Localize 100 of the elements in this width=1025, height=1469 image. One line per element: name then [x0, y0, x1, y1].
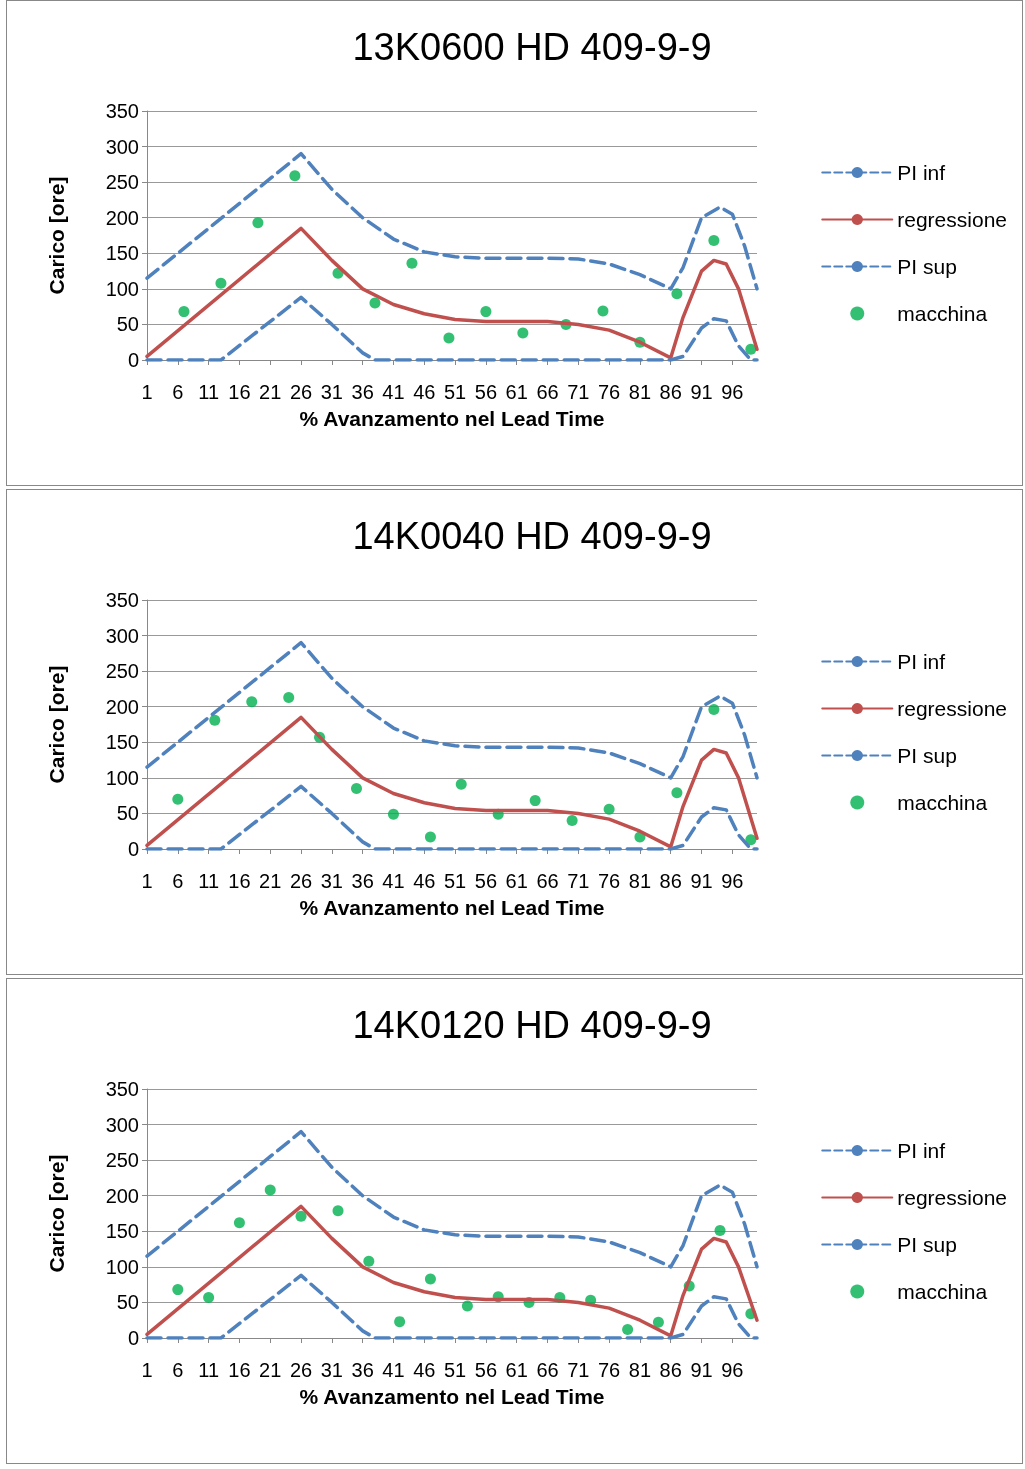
x-tick-label: 16 [228, 381, 251, 403]
point [745, 343, 757, 355]
chart-title: 13K0600 HD 409-9-9 [352, 26, 712, 68]
point [295, 1210, 307, 1222]
point [215, 277, 227, 289]
x-tick-label: 91 [690, 381, 713, 403]
x-tick-label: 71 [567, 870, 590, 892]
x-tick-label: 6 [172, 381, 184, 403]
y-tick-label: 50 [116, 1291, 139, 1314]
x-tick-label: 31 [320, 870, 343, 892]
y-tick-label: 50 [116, 313, 139, 336]
x-tick-label: 71 [567, 381, 590, 403]
y-tick-label: 100 [105, 766, 139, 789]
x-tick-label: 61 [505, 1359, 528, 1381]
line-series [145, 1129, 759, 1269]
x-tick-label: 96 [721, 870, 744, 892]
point [671, 288, 683, 300]
x-tick-label: 26 [289, 870, 313, 892]
x-tick-label: 46 [413, 1359, 436, 1381]
x-tick-label: 46 [413, 870, 436, 892]
x-tick-label: 91 [690, 870, 713, 892]
y-tick-label: 100 [105, 1255, 139, 1278]
legend-label: PI inf [897, 161, 946, 184]
point [209, 714, 221, 726]
point [394, 1316, 406, 1328]
y-tick-label: 350 [105, 100, 139, 122]
y-tick-label: 200 [105, 695, 139, 718]
point [603, 803, 615, 815]
legend-label: regressione [897, 1186, 1008, 1209]
point [461, 1300, 473, 1312]
x-tick-label: 31 [320, 381, 343, 403]
y-tick-label: 350 [105, 1078, 139, 1100]
x-tick-label: 76 [598, 870, 621, 892]
y-tick-label: 100 [105, 277, 139, 300]
point [566, 815, 578, 827]
x-tick-label: 26 [289, 1359, 313, 1381]
x-tick-label: 1 [141, 1359, 153, 1381]
x-tick-label: 41 [382, 1359, 405, 1381]
legend-label: macchina [897, 791, 988, 814]
point [246, 696, 258, 708]
y-tick-label: 0 [127, 1327, 139, 1349]
x-tick-label: 41 [382, 870, 405, 892]
x-tick-label: 36 [351, 381, 374, 403]
x-tick-label: 26 [289, 381, 313, 403]
point [387, 808, 399, 820]
x-tick-label: 21 [259, 381, 282, 403]
x-tick-label: 81 [628, 870, 652, 892]
point [622, 1323, 634, 1335]
point [289, 170, 301, 182]
point [708, 704, 720, 716]
x-tick-label: 86 [659, 1359, 682, 1381]
x-tick-label: 61 [505, 381, 528, 403]
x-tick-label: 91 [690, 1359, 713, 1381]
point [597, 305, 609, 317]
x-tick-label: 11 [198, 1359, 219, 1381]
y-tick-label: 50 [116, 802, 139, 825]
x-tick-label: 66 [536, 870, 559, 892]
y-axis-title: Carico [ore] [45, 176, 68, 295]
point [406, 257, 418, 269]
x-tick-label: 6 [172, 870, 184, 892]
y-tick-label: 250 [105, 171, 139, 194]
x-tick-label: 56 [474, 1359, 498, 1381]
x-tick-label: 81 [628, 381, 652, 403]
x-tick-label: 51 [443, 870, 467, 892]
y-tick-label: 300 [105, 624, 139, 647]
y-tick-label: 0 [127, 838, 139, 860]
point [252, 217, 264, 229]
x-tick-label: 16 [228, 870, 251, 892]
y-tick-label: 250 [105, 660, 139, 683]
x-tick-label: 41 [382, 381, 405, 403]
x-tick-label: 1 [141, 381, 153, 403]
x-tick-label: 16 [228, 1359, 251, 1381]
point [424, 831, 436, 843]
point [233, 1217, 245, 1229]
chart-title: 14K0040 HD 409-9-9 [352, 515, 712, 557]
point [363, 1255, 375, 1267]
x-tick-label: 86 [659, 381, 682, 403]
x-tick-label: 76 [598, 381, 621, 403]
point [480, 306, 492, 318]
line-series [145, 640, 759, 780]
x-tick-label: 86 [659, 870, 682, 892]
y-tick-label: 300 [105, 1113, 139, 1136]
point [745, 834, 757, 846]
y-tick-label: 150 [105, 731, 139, 754]
x-tick-label: 96 [721, 1359, 744, 1381]
point [264, 1184, 276, 1196]
point [529, 795, 541, 807]
point [172, 793, 184, 805]
x-tick-label: 66 [536, 1359, 559, 1381]
x-tick-label: 76 [598, 1359, 621, 1381]
y-tick-label: 350 [105, 589, 139, 611]
point [172, 1284, 184, 1296]
x-tick-label: 21 [259, 1359, 282, 1381]
point [178, 306, 190, 318]
x-tick-label: 81 [628, 1359, 652, 1381]
point [708, 234, 720, 246]
legend-label: PI sup [897, 1233, 957, 1256]
point [424, 1273, 436, 1285]
y-tick-label: 0 [127, 349, 139, 371]
x-tick-label: 36 [351, 1359, 374, 1381]
